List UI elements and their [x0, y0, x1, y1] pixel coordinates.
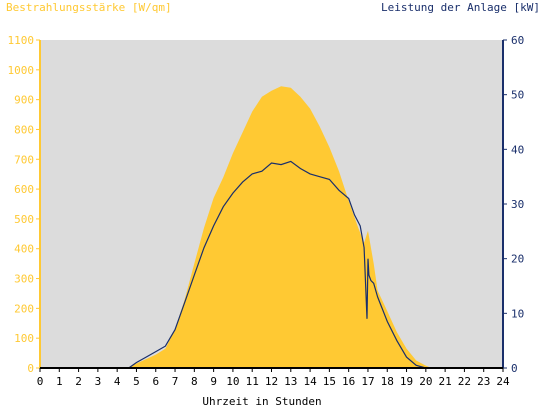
x-tick-label: 2	[75, 375, 82, 388]
x-tick-label: 13	[284, 375, 297, 388]
x-tick-label: 5	[133, 375, 140, 388]
x-tick-label: 6	[152, 375, 159, 388]
power-layer	[40, 160, 503, 369]
y-left-tick-label: 1100	[8, 34, 35, 47]
y-left-tick-label: 600	[14, 183, 34, 196]
x-tick-label: 4	[114, 375, 121, 388]
y-right-tick-label: 10	[511, 307, 524, 320]
ticks-layer: 0100200300400500600700800900100011000102…	[8, 34, 525, 388]
x-tick-label: 24	[496, 375, 510, 388]
x-tick-label: 14	[303, 375, 317, 388]
y-right-tick-label: 0	[511, 362, 518, 375]
y-left-tick-label: 900	[14, 94, 34, 107]
x-tick-label: 11	[246, 375, 259, 388]
x-tick-label: 17	[361, 375, 374, 388]
x-tick-label: 9	[210, 375, 217, 388]
y-right-tick-label: 30	[511, 198, 524, 211]
x-tick-label: 7	[172, 375, 179, 388]
x-tick-label: 16	[342, 375, 355, 388]
y-left-tick-label: 700	[14, 153, 34, 166]
x-tick-label: 20	[419, 375, 432, 388]
x-tick-label: 3	[95, 375, 102, 388]
x-tick-label: 1	[56, 375, 63, 388]
x-tick-label: 15	[323, 375, 336, 388]
x-tick-label: 8	[191, 375, 198, 388]
left-axis-title: Bestrahlungsstärke [W/qm]	[6, 1, 172, 14]
x-tick-label: 18	[381, 375, 394, 388]
y-right-tick-label: 20	[511, 253, 524, 266]
y-right-tick-label: 50	[511, 89, 524, 102]
x-tick-label: 0	[37, 375, 44, 388]
power-line	[40, 160, 503, 369]
x-tick-label: 23	[477, 375, 490, 388]
irradiance-area	[40, 86, 503, 368]
y-left-tick-label: 800	[14, 123, 34, 136]
y-left-tick-label: 400	[14, 243, 34, 256]
y-left-tick-label: 300	[14, 273, 34, 286]
y-right-tick-label: 60	[511, 34, 524, 47]
y-left-tick-label: 1000	[8, 64, 35, 77]
x-tick-label: 19	[400, 375, 413, 388]
y-right-tick-label: 40	[511, 143, 524, 156]
y-left-tick-label: 200	[14, 302, 34, 315]
x-tick-label: 22	[458, 375, 471, 388]
x-axis-title: Uhrzeit in Stunden	[202, 395, 321, 408]
x-tick-label: 10	[226, 375, 239, 388]
x-tick-label: 12	[265, 375, 278, 388]
x-tick-label: 21	[439, 375, 452, 388]
y-left-tick-label: 100	[14, 332, 34, 345]
y-left-tick-label: 0	[27, 362, 34, 375]
y-left-tick-label: 500	[14, 213, 34, 226]
right-axis-title: Leistung der Anlage [kW]	[381, 1, 540, 14]
irradiance-layer	[40, 86, 503, 368]
